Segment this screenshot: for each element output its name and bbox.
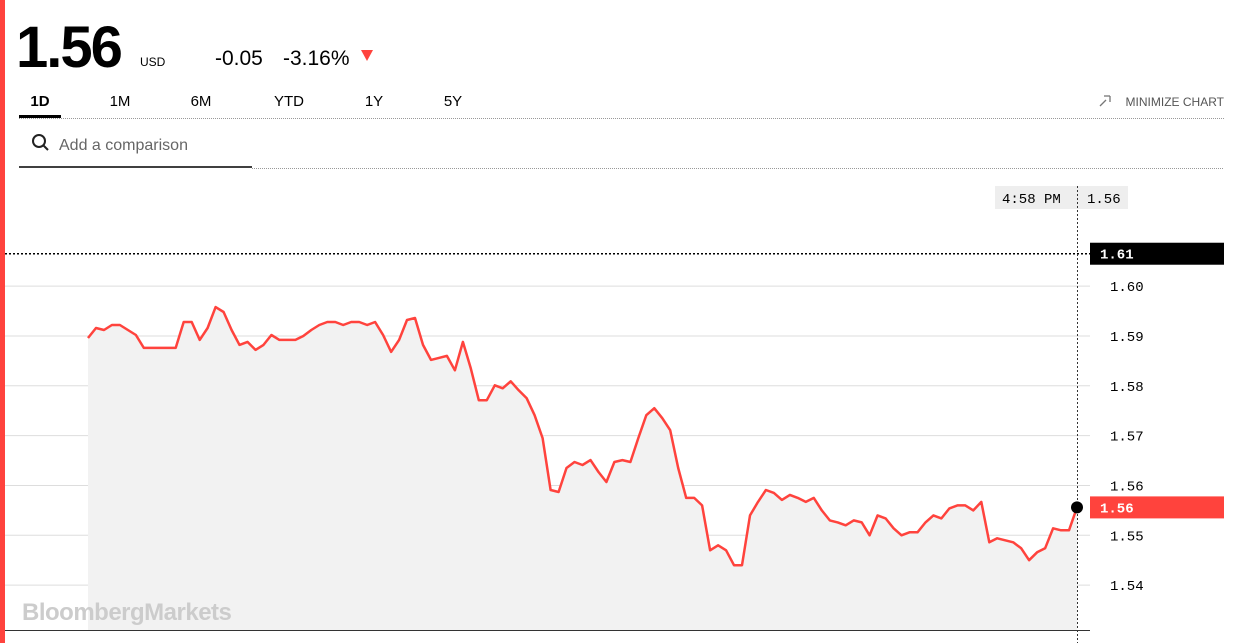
area bbox=[88, 307, 1077, 630]
last-price-label: 1.56 bbox=[1100, 501, 1134, 517]
tab[interactable]: 5Y bbox=[444, 93, 462, 110]
tabs: 1D 1M 6M YTD 1Y 5Y bbox=[30, 93, 462, 110]
minimize-chart[interactable]: MINIMIZE CHART bbox=[1126, 95, 1225, 109]
tab[interactable]: 1M bbox=[110, 93, 131, 110]
last-point bbox=[1071, 501, 1083, 514]
price-line bbox=[87, 305, 1079, 567]
tab[interactable]: YTD bbox=[274, 93, 304, 110]
tab[interactable]: 6M bbox=[191, 93, 212, 110]
watermark: BloombergMarkets bbox=[22, 599, 232, 626]
hover-box bbox=[995, 186, 1128, 209]
last-price-box bbox=[1090, 496, 1224, 519]
hover-time: 4:58 PM bbox=[1002, 192, 1061, 208]
change-pct: -3.16% bbox=[283, 47, 350, 70]
y-tick-label: 1.57 bbox=[1110, 430, 1144, 446]
y-tick-label: 1.56 bbox=[1110, 479, 1144, 495]
y-tick-label: 1.54 bbox=[1110, 579, 1144, 595]
search-input[interactable]: Add a comparison bbox=[59, 137, 188, 154]
previous-close-box bbox=[1090, 242, 1224, 265]
search-icon bbox=[32, 134, 49, 151]
tab[interactable]: 1D bbox=[30, 93, 49, 110]
active-tab-underline bbox=[19, 115, 61, 118]
plot: 1.54 1.55 1.56 1.57 1.58 1.59 1.60 1.61 1.56 bbox=[5, 242, 1224, 630]
hover-value: 1.56 bbox=[1087, 192, 1121, 208]
y-tick-label: 1.60 bbox=[1110, 280, 1144, 296]
change: -0.05 bbox=[215, 47, 263, 70]
y-tick-label: 1.59 bbox=[1110, 330, 1144, 346]
tab[interactable]: 1Y bbox=[365, 93, 383, 110]
price: 1.56 bbox=[16, 15, 122, 80]
y-tick-label: 1.55 bbox=[1110, 529, 1144, 545]
currency: USD bbox=[140, 55, 166, 69]
previous-close-label: 1.61 bbox=[1100, 248, 1134, 264]
minimize-icon[interactable] bbox=[1099, 95, 1111, 107]
down-arrow bbox=[361, 50, 373, 61]
accent-bar bbox=[0, 0, 5, 643]
y-tick-label: 1.58 bbox=[1110, 380, 1144, 396]
